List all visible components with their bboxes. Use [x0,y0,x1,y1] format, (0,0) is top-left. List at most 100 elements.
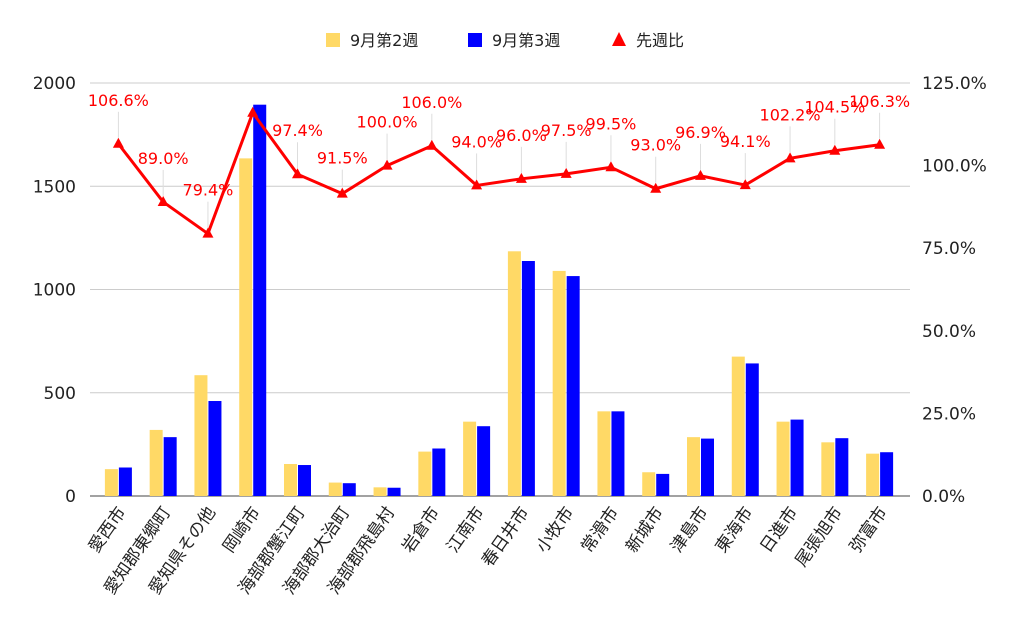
left-tick-label: 500 [44,384,76,404]
ratio-data-label: 94.1% [720,132,771,151]
bar-week3 [432,448,446,496]
category-label: 津島市 [667,503,713,556]
legend-label: 9月第3週 [492,31,560,50]
ratio-data-label: 96.9% [675,123,726,142]
right-tick-label: 0.0% [922,487,965,507]
right-tick-label: 50.0% [922,322,976,342]
ratio-data-label: 97.4% [272,121,323,140]
ratio-data-label: 106.6% [88,91,149,110]
bar-week3 [208,401,222,496]
category-label: 岡崎市 [219,503,265,556]
bar-week3 [477,426,491,496]
ratio-data-label: 106.0% [401,93,462,112]
ratio-data-label: 93.0% [630,136,681,155]
bar-week2 [194,375,208,496]
bar-week2 [463,421,477,496]
bar-week3 [701,438,714,496]
ratio-point [650,182,662,193]
ratio-point [292,168,303,179]
left-tick-label: 1500 [33,177,76,197]
ratio-data-label: 99.5% [586,114,637,133]
bar-week3 [118,467,132,496]
bar-week2 [373,487,387,496]
bar-week2 [687,437,700,496]
legend-label: 9月第2週 [350,31,418,50]
ratio-data-label: 91.5% [317,149,368,168]
bar-week2 [776,421,790,496]
category-label: 常滑市 [577,503,623,556]
ratio-data-label: 94.0% [451,132,502,151]
bar-week2 [284,463,297,496]
legend: 9月第2週 9月第3週 先週比 [326,31,684,50]
legend-swatch [612,32,626,46]
ratio-data-label: 89.0% [138,149,189,168]
category-label: 日進市 [757,503,803,556]
bar-week2 [866,453,880,496]
bar-week3 [253,104,267,497]
bar-week2 [239,158,253,496]
bar-week3 [163,437,177,496]
ratio-data-label: 96.0% [496,126,547,145]
ratio-point [381,159,393,170]
legend-label: 先週比 [636,31,684,50]
bar-week3 [790,419,804,496]
ratio-data-label: 79.4% [183,181,234,200]
left-tick-label: 0 [65,487,76,507]
bar-week2 [507,251,521,496]
bar-week2 [597,411,611,496]
left-axis: 0 500 1000 1500 2000 [33,74,76,507]
bar-week2 [821,442,835,496]
ratio-data-label: 97.5% [541,121,592,140]
ratio-line: 106.6% 89.0% 79.4% 97.4% 91.5% 100.0%106.0% 94… [88,91,910,238]
category-label: 新城市 [622,503,668,556]
category-label: 愛西市 [85,503,131,556]
bar-week2 [731,356,745,496]
bar-week3 [611,411,625,496]
bar-week2 [552,270,566,496]
ratio-point [426,139,438,150]
ratio-data-label: 104.5% [804,98,865,117]
category-label: 東海市 [712,503,758,556]
bar-week3 [342,483,356,496]
bar-week3 [656,473,670,496]
category-labels: 愛西市愛知郡東郷町愛知県その他 岡崎市海部郡蟹江町海部郡大治町海部郡飛島村 岩倉市江… [85,503,892,598]
ratio-data-label: 106.3% [849,92,910,111]
bar-week2 [642,472,656,496]
ratio-data-label: 102.2% [760,105,821,124]
category-label: 江南市 [443,503,489,556]
bar-week2 [149,429,163,496]
bar-week3 [521,261,535,496]
right-tick-label: 125.0% [922,74,987,94]
ratio-point [784,152,796,163]
bar-week3 [835,438,849,496]
bar-week3 [566,276,580,496]
left-tick-label: 1000 [33,281,76,301]
bar-week3 [298,465,311,496]
legend-swatch [468,33,482,47]
right-axis: 0.0% 25.0% 50.0% 75.0% 100.0% 125.0% [922,74,987,507]
bar-week2 [328,482,342,496]
ratio-point [829,144,841,155]
legend-swatch [326,33,340,47]
ratio-point [739,179,751,190]
category-label: 弥富市 [846,503,892,556]
ratio-point [157,195,169,206]
ratio-point [471,179,483,190]
right-tick-label: 100.0% [922,157,987,177]
right-tick-label: 25.0% [922,404,976,424]
bar-week2 [104,469,118,496]
ratio-point [336,187,348,198]
bar-week3 [387,487,401,496]
bars [104,104,894,497]
ratio-point [560,167,572,178]
bar-week2 [418,451,432,496]
ratio-point [695,169,706,180]
category-label: 小牧市 [533,503,579,556]
right-tick-label: 75.0% [922,239,976,259]
bar-week3 [745,363,759,496]
ratio-point [605,161,617,172]
ratio-point [112,137,124,148]
ratio-point [247,106,259,117]
bar-week3 [880,452,894,496]
